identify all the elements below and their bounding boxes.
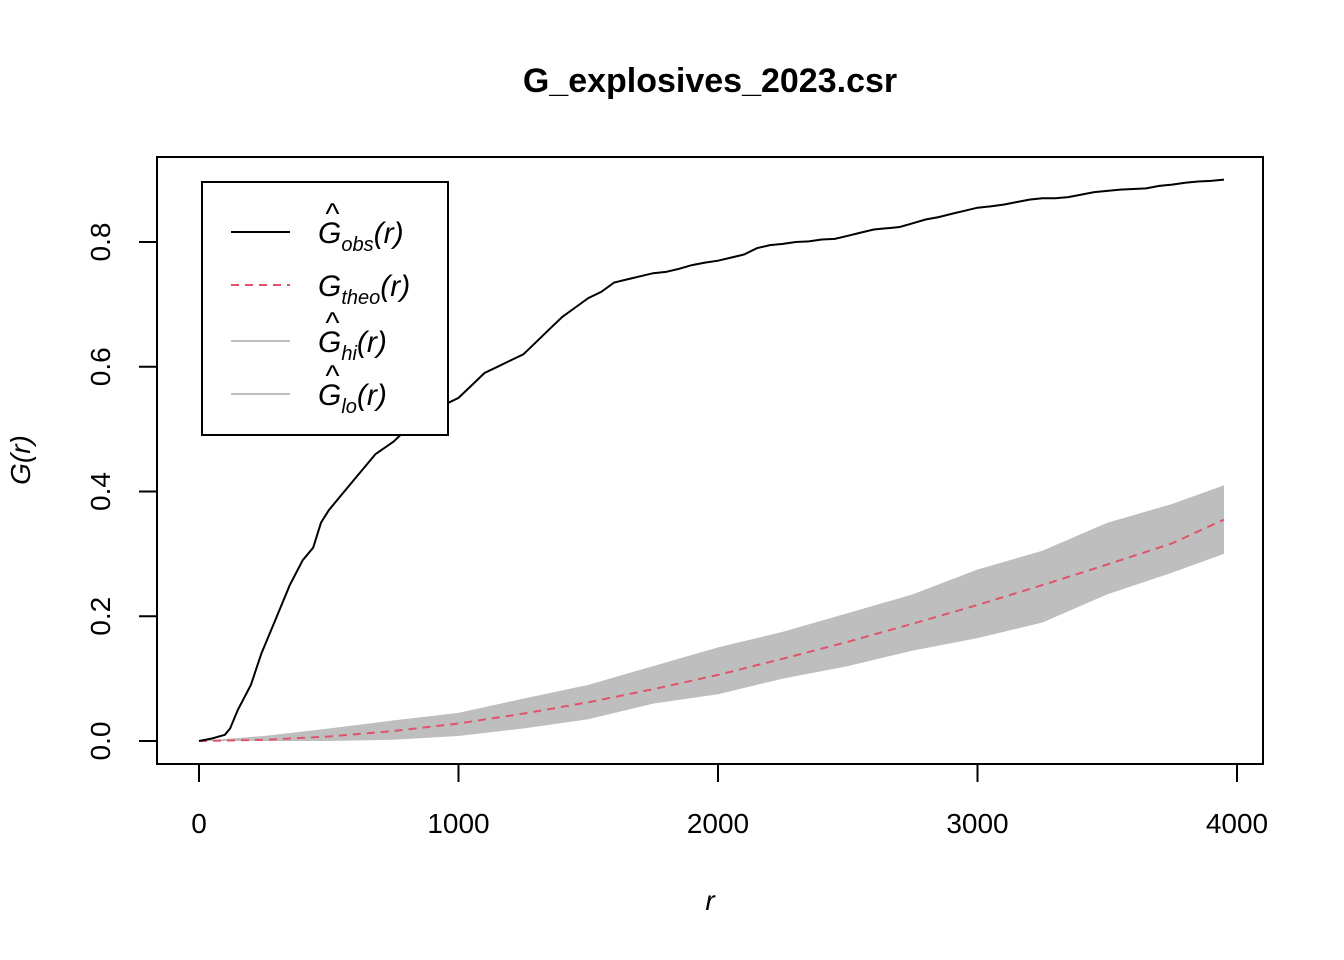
x-axis-label: r: [705, 885, 716, 916]
x-tick-label: 4000: [1206, 808, 1268, 839]
legend-hat-lo: ^: [325, 360, 340, 393]
legend-hat-obs: ^: [325, 198, 340, 231]
y-tick-label: 0.0: [85, 722, 116, 761]
envelope-band: [199, 485, 1224, 741]
x-tick-label: 2000: [687, 808, 749, 839]
y-tick-label: 0.4: [85, 472, 116, 511]
x-tick-label: 1000: [427, 808, 489, 839]
y-axis-label: G(r): [5, 435, 36, 485]
y-tick-label: 0.2: [85, 597, 116, 636]
x-tick-label: 0: [191, 808, 207, 839]
y-axis: 0.0 0.2 0.4 0.6 0.8: [85, 223, 157, 761]
legend: Gobs(r)^Gtheo(r)Ghi(r)^Glo(r)^: [202, 182, 448, 435]
chart-title: G_explosives_2023.csr: [523, 62, 897, 100]
y-tick-label: 0.8: [85, 223, 116, 262]
x-tick-label: 3000: [946, 808, 1008, 839]
x-axis: 0 1000 2000 3000 4000: [191, 764, 1268, 839]
y-tick-label: 0.6: [85, 347, 116, 386]
legend-hat-hi: ^: [325, 307, 340, 340]
